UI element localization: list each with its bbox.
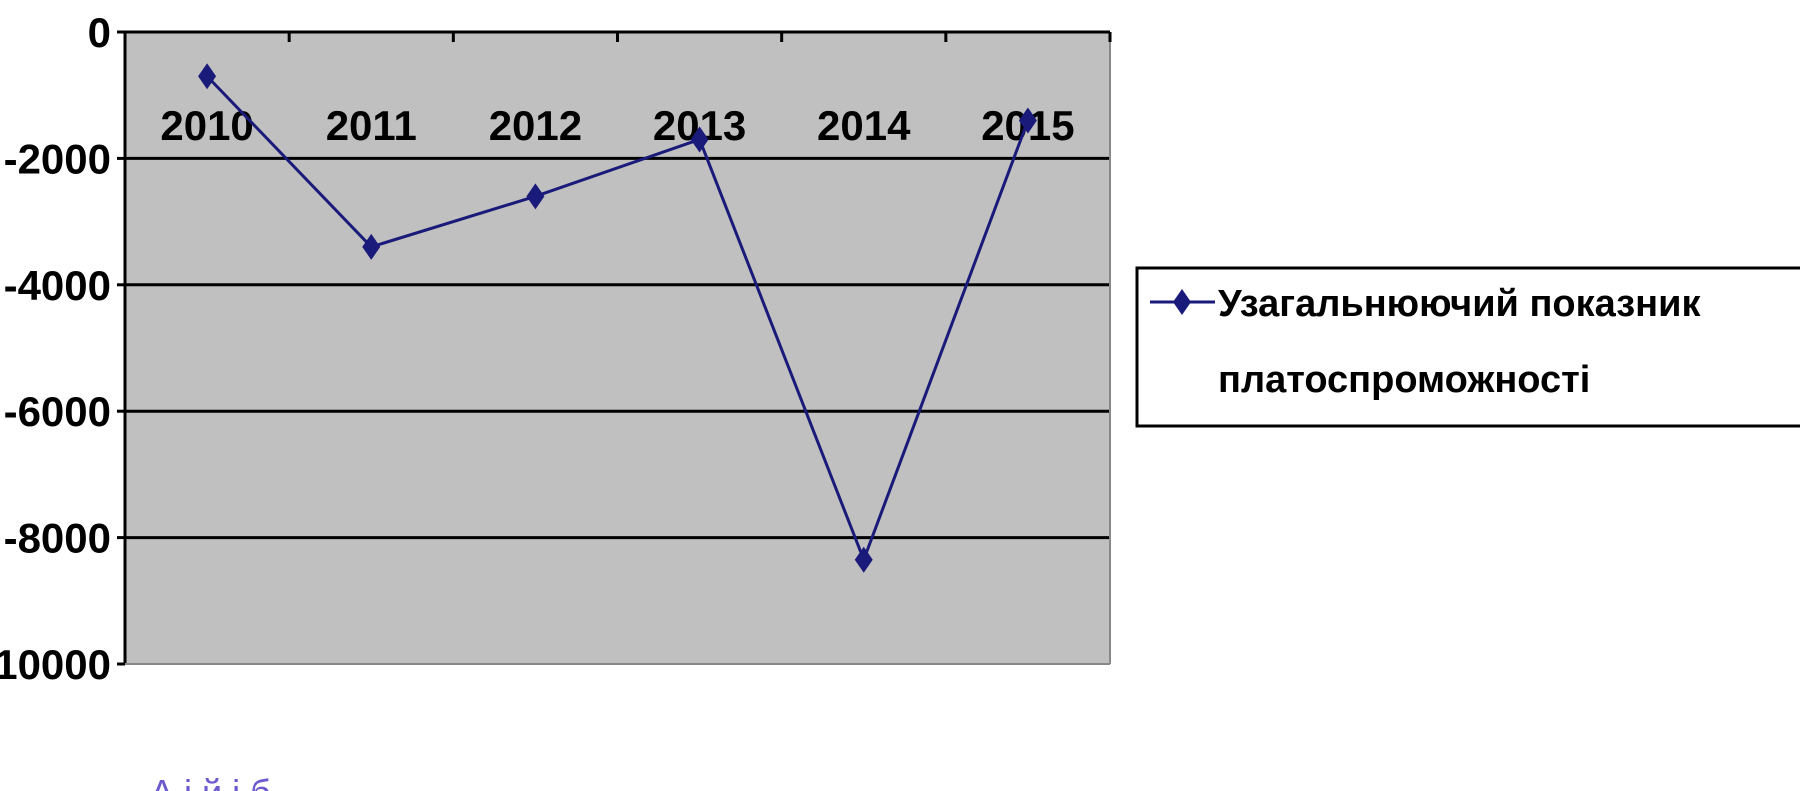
axes [117, 30, 1112, 666]
data-point-marker [1018, 107, 1037, 134]
x-category-labels: 201020112012201320142015 [160, 102, 1074, 149]
series-line [206, 75, 1030, 564]
data-point-marker [198, 63, 217, 90]
x-category-label: 2014 [817, 102, 911, 149]
plot-area [125, 32, 1110, 664]
legend-box [1135, 266, 1800, 428]
legend: Узагальнюючий показник платоспроможності [1135, 266, 1800, 428]
y-tick-label: -6000 [4, 388, 111, 435]
caption-partial: А і й і б [150, 772, 271, 791]
y-tick-label: -8000 [4, 515, 111, 562]
y-tick-label: -4000 [4, 262, 111, 309]
data-point-marker [690, 126, 709, 153]
y-tick-label: -2000 [4, 135, 111, 182]
legend-marker [1173, 289, 1191, 315]
y-tick-label: -10000 [0, 641, 111, 688]
legend-label-line1: Узагальнюючий показник [1218, 283, 1701, 325]
data-point-marker [854, 546, 873, 573]
data-point-marker [526, 183, 545, 210]
y-tick-labels: 0 -2000 -4000 -6000 -8000 -10000 [0, 9, 111, 688]
series-group [198, 63, 1037, 573]
x-category-label: 2011 [326, 102, 417, 149]
legend-label-line2: платоспроможності [1218, 359, 1590, 401]
gridlines [125, 156, 1110, 540]
y-tick-label: 0 [88, 9, 111, 56]
data-point-marker [362, 233, 381, 260]
x-category-label: 2012 [489, 102, 582, 149]
